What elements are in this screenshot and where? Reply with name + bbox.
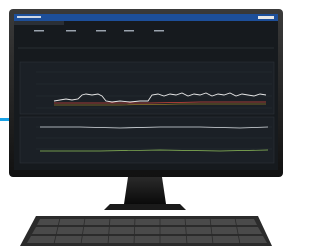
keyboard-keys <box>27 219 267 243</box>
header-button <box>258 16 274 19</box>
stat <box>34 30 44 32</box>
stat <box>124 30 134 32</box>
stat <box>96 30 106 32</box>
chart-panel <box>20 117 274 163</box>
monitor-illustration <box>0 0 291 251</box>
page <box>0 0 291 251</box>
chart-panel <box>20 62 274 114</box>
key-row <box>37 219 257 225</box>
tab-strip <box>14 21 64 25</box>
stat <box>66 30 76 32</box>
app-logo <box>17 16 41 18</box>
app-header <box>14 14 278 21</box>
key-row <box>27 236 267 243</box>
stat <box>154 30 164 32</box>
monitor-base <box>104 204 186 210</box>
monitor-neck <box>124 177 166 204</box>
key-row <box>32 227 262 234</box>
